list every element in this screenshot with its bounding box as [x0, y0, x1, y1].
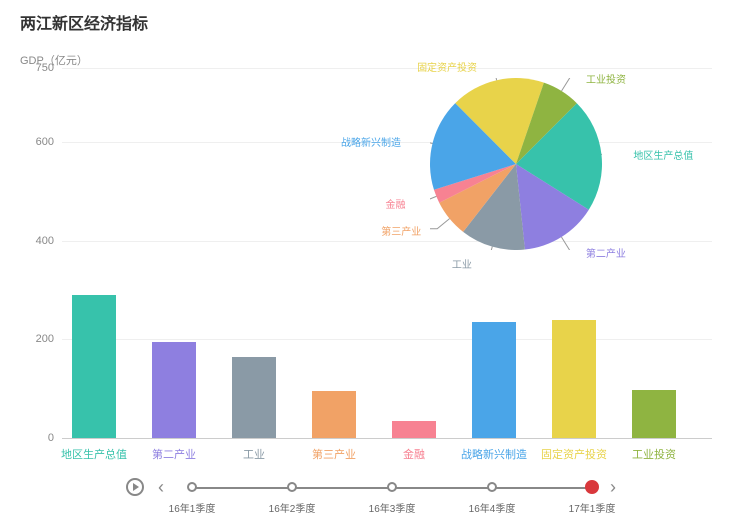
pie-label: 工业投资 [586, 71, 626, 86]
timeline-next[interactable]: › [610, 478, 616, 496]
bar[interactable] [152, 342, 196, 438]
grid-line [62, 68, 712, 69]
timeline-label: 16年4季度 [469, 500, 516, 515]
pie-label: 固定资产投资 [417, 59, 477, 74]
bar[interactable] [232, 357, 276, 438]
timeline: ‹ › 16年1季度 16年2季度 16年3季度 16年4季度 17年1季度 [130, 478, 650, 518]
pie-label: 工业 [452, 256, 472, 271]
grid-line [62, 438, 712, 439]
timeline-label: 17年1季度 [569, 500, 616, 515]
x-category-label: 工业投资 [614, 446, 694, 462]
y-tick-label: 600 [36, 136, 54, 148]
bar[interactable] [312, 391, 356, 438]
timeline-label: 16年1季度 [169, 500, 216, 515]
timeline-node[interactable] [187, 482, 197, 492]
grid-line [62, 339, 712, 340]
y-tick-label: 200 [36, 333, 54, 345]
y-tick-label: 0 [48, 432, 54, 444]
chart-title: 两江新区经济指标 [20, 10, 148, 34]
x-category-label: 第三产业 [294, 446, 374, 462]
x-category-label: 工业 [214, 446, 294, 462]
bar[interactable] [472, 322, 516, 438]
x-category-label: 固定资产投资 [534, 446, 614, 462]
pie-label: 金融 [386, 196, 406, 211]
bar[interactable] [392, 421, 436, 438]
pie-chart: 地区生产总值第二产业工业第三产业金融战略新兴制造固定资产投资工业投资 [430, 78, 602, 250]
x-category-label: 金融 [374, 446, 454, 462]
timeline-node[interactable] [387, 482, 397, 492]
y-tick-label: 400 [36, 235, 54, 247]
timeline-node[interactable] [287, 482, 297, 492]
play-button[interactable] [126, 478, 144, 496]
pie-label: 战略新兴制造 [341, 134, 401, 149]
pie-label: 第三产业 [381, 223, 421, 238]
grid-line [62, 241, 712, 242]
pie-svg [430, 78, 602, 250]
timeline-node[interactable] [585, 480, 599, 494]
timeline-label: 16年2季度 [269, 500, 316, 515]
bar[interactable] [632, 390, 676, 438]
x-category-label: 战略新兴制造 [454, 446, 534, 462]
timeline-node[interactable] [487, 482, 497, 492]
x-category-label: 第二产业 [134, 446, 214, 462]
bar[interactable] [552, 320, 596, 438]
pie-label: 地区生产总值 [633, 147, 693, 162]
y-tick-label: 750 [36, 62, 54, 74]
timeline-label: 16年3季度 [369, 500, 416, 515]
x-category-label: 地区生产总值 [54, 446, 134, 462]
bar[interactable] [72, 295, 116, 438]
pie-label: 第二产业 [586, 245, 626, 260]
timeline-prev[interactable]: ‹ [158, 478, 164, 496]
